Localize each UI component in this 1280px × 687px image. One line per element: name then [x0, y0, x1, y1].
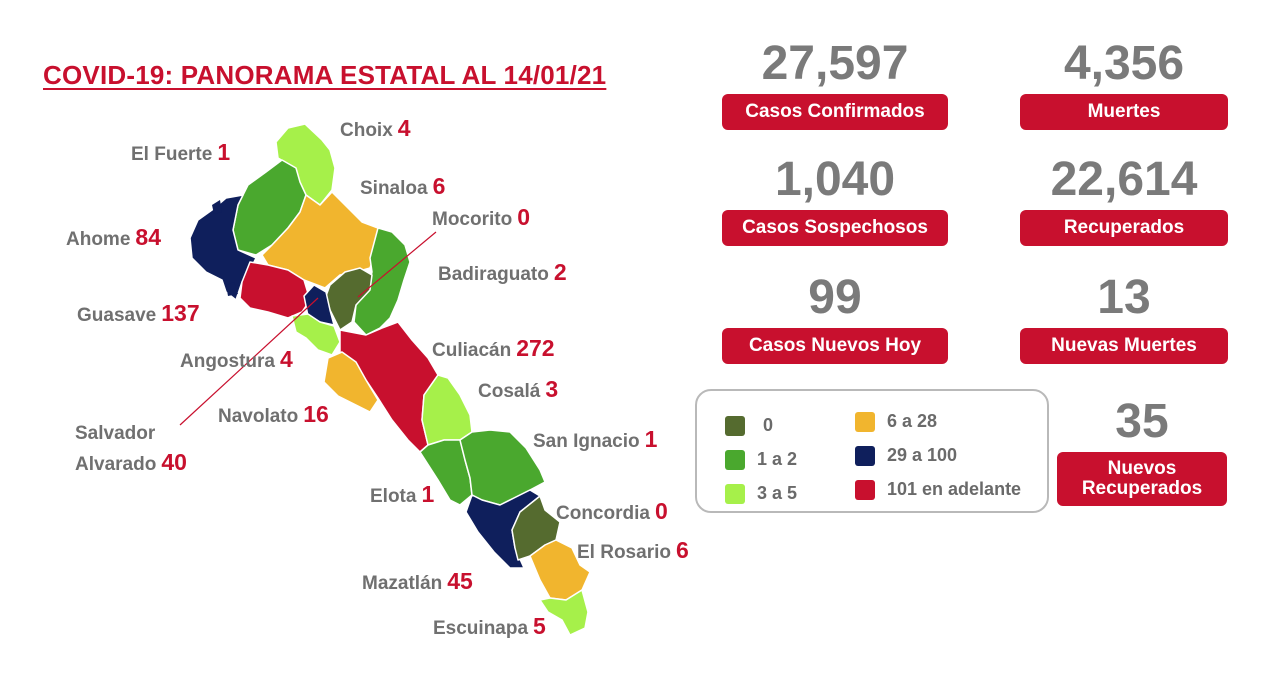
label-elota: Elota 1 [370, 481, 435, 507]
legend-swatch [855, 445, 875, 466]
stat-suspected-cases: 1,040 Casos Sospechosos [722, 156, 948, 246]
legend-item: 101 en adelante [855, 479, 1021, 500]
label-badiraguato: Badiraguato 2 [438, 259, 567, 285]
stat-label: Nuevos Recuperados [1057, 452, 1227, 506]
legend-item: 29 a 100 [855, 445, 957, 466]
leader-line-mocorito [357, 231, 437, 298]
legend-swatch [725, 415, 745, 436]
region-sinaloa[interactable] [261, 191, 379, 289]
stat-new-deaths: 13 Nuevas Muertes [1020, 274, 1228, 364]
label-san-ignacio: San Ignacio 1 [533, 426, 658, 452]
stat-new-cases-today: 99 Casos Nuevos Hoy [722, 274, 948, 364]
region-navolato[interactable] [323, 351, 379, 413]
legend-item: 3 a 5 [725, 483, 797, 504]
label-salvador-alvarado: Salvador Alvarado 40 [75, 423, 187, 475]
stat-label: Muertes [1020, 94, 1228, 130]
legend-item: 1 a 2 [725, 449, 797, 470]
label-cosala: Cosalá 3 [478, 376, 559, 402]
legend-item: 0 [725, 415, 773, 436]
stat-value: 13 [1097, 271, 1151, 324]
label-ahome: Ahome 84 [66, 224, 161, 250]
label-angostura: Angostura 4 [180, 346, 293, 372]
region-ahome[interactable] [189, 194, 257, 301]
stat-label: Nuevas Muertes [1020, 328, 1228, 364]
leader-line-salvador-alvarado [179, 297, 319, 426]
label-navolato: Navolato 16 [218, 401, 329, 427]
stat-label: Casos Confirmados [722, 94, 948, 130]
stat-value: 4,356 [1063, 37, 1185, 90]
stat-label: Casos Sospechosos [722, 210, 948, 246]
stat-value: 35 [1115, 395, 1169, 448]
label-mocorito: Mocorito 0 [432, 204, 531, 230]
stat-new-recovered: 35 Nuevos Recuperados [1057, 398, 1227, 506]
label-concordia: Concordia 0 [556, 498, 668, 524]
legend-swatch [855, 479, 875, 500]
legend-item: 6 a 28 [855, 411, 937, 432]
map-legend: 0 1 a 2 3 a 5 6 a 28 29 a 100 101 en ade… [695, 389, 1049, 513]
island-ahome [212, 200, 222, 214]
label-el-rosario: El Rosario 6 [577, 537, 689, 563]
stat-value: 22,614 [1050, 153, 1198, 206]
region-escuinapa[interactable] [539, 589, 589, 636]
island-guasave [226, 282, 238, 296]
stat-value: 27,597 [761, 37, 909, 90]
label-sinaloa: Sinaloa 6 [360, 173, 446, 199]
region-angostura[interactable] [291, 313, 341, 356]
legend-swatch [725, 483, 745, 504]
stat-label: Recuperados [1020, 210, 1228, 246]
label-el-fuerte: El Fuerte 1 [131, 139, 231, 165]
stat-value: 1,040 [774, 153, 896, 206]
legend-swatch [855, 411, 875, 432]
region-el-rosario[interactable] [529, 539, 591, 601]
stat-value: 99 [808, 271, 862, 324]
page-title: COVID-19: PANORAMA ESTATAL AL 14/01/21 [43, 60, 607, 90]
label-choix: Choix 4 [340, 115, 411, 141]
sinaloa-map [179, 123, 591, 636]
legend-swatch [725, 449, 745, 470]
label-mazatlan: Mazatlán 45 [362, 568, 473, 594]
stat-deaths: 4,356 Muertes [1020, 40, 1228, 130]
stat-confirmed-cases: 27,597 Casos Confirmados [722, 40, 948, 130]
label-guasave: Guasave 137 [77, 300, 200, 326]
stat-label: Casos Nuevos Hoy [722, 328, 948, 364]
label-escuinapa: Escuinapa 5 [433, 613, 546, 639]
stat-recovered: 22,614 Recuperados [1020, 156, 1228, 246]
label-culiacan: Culiacán 272 [432, 335, 555, 361]
